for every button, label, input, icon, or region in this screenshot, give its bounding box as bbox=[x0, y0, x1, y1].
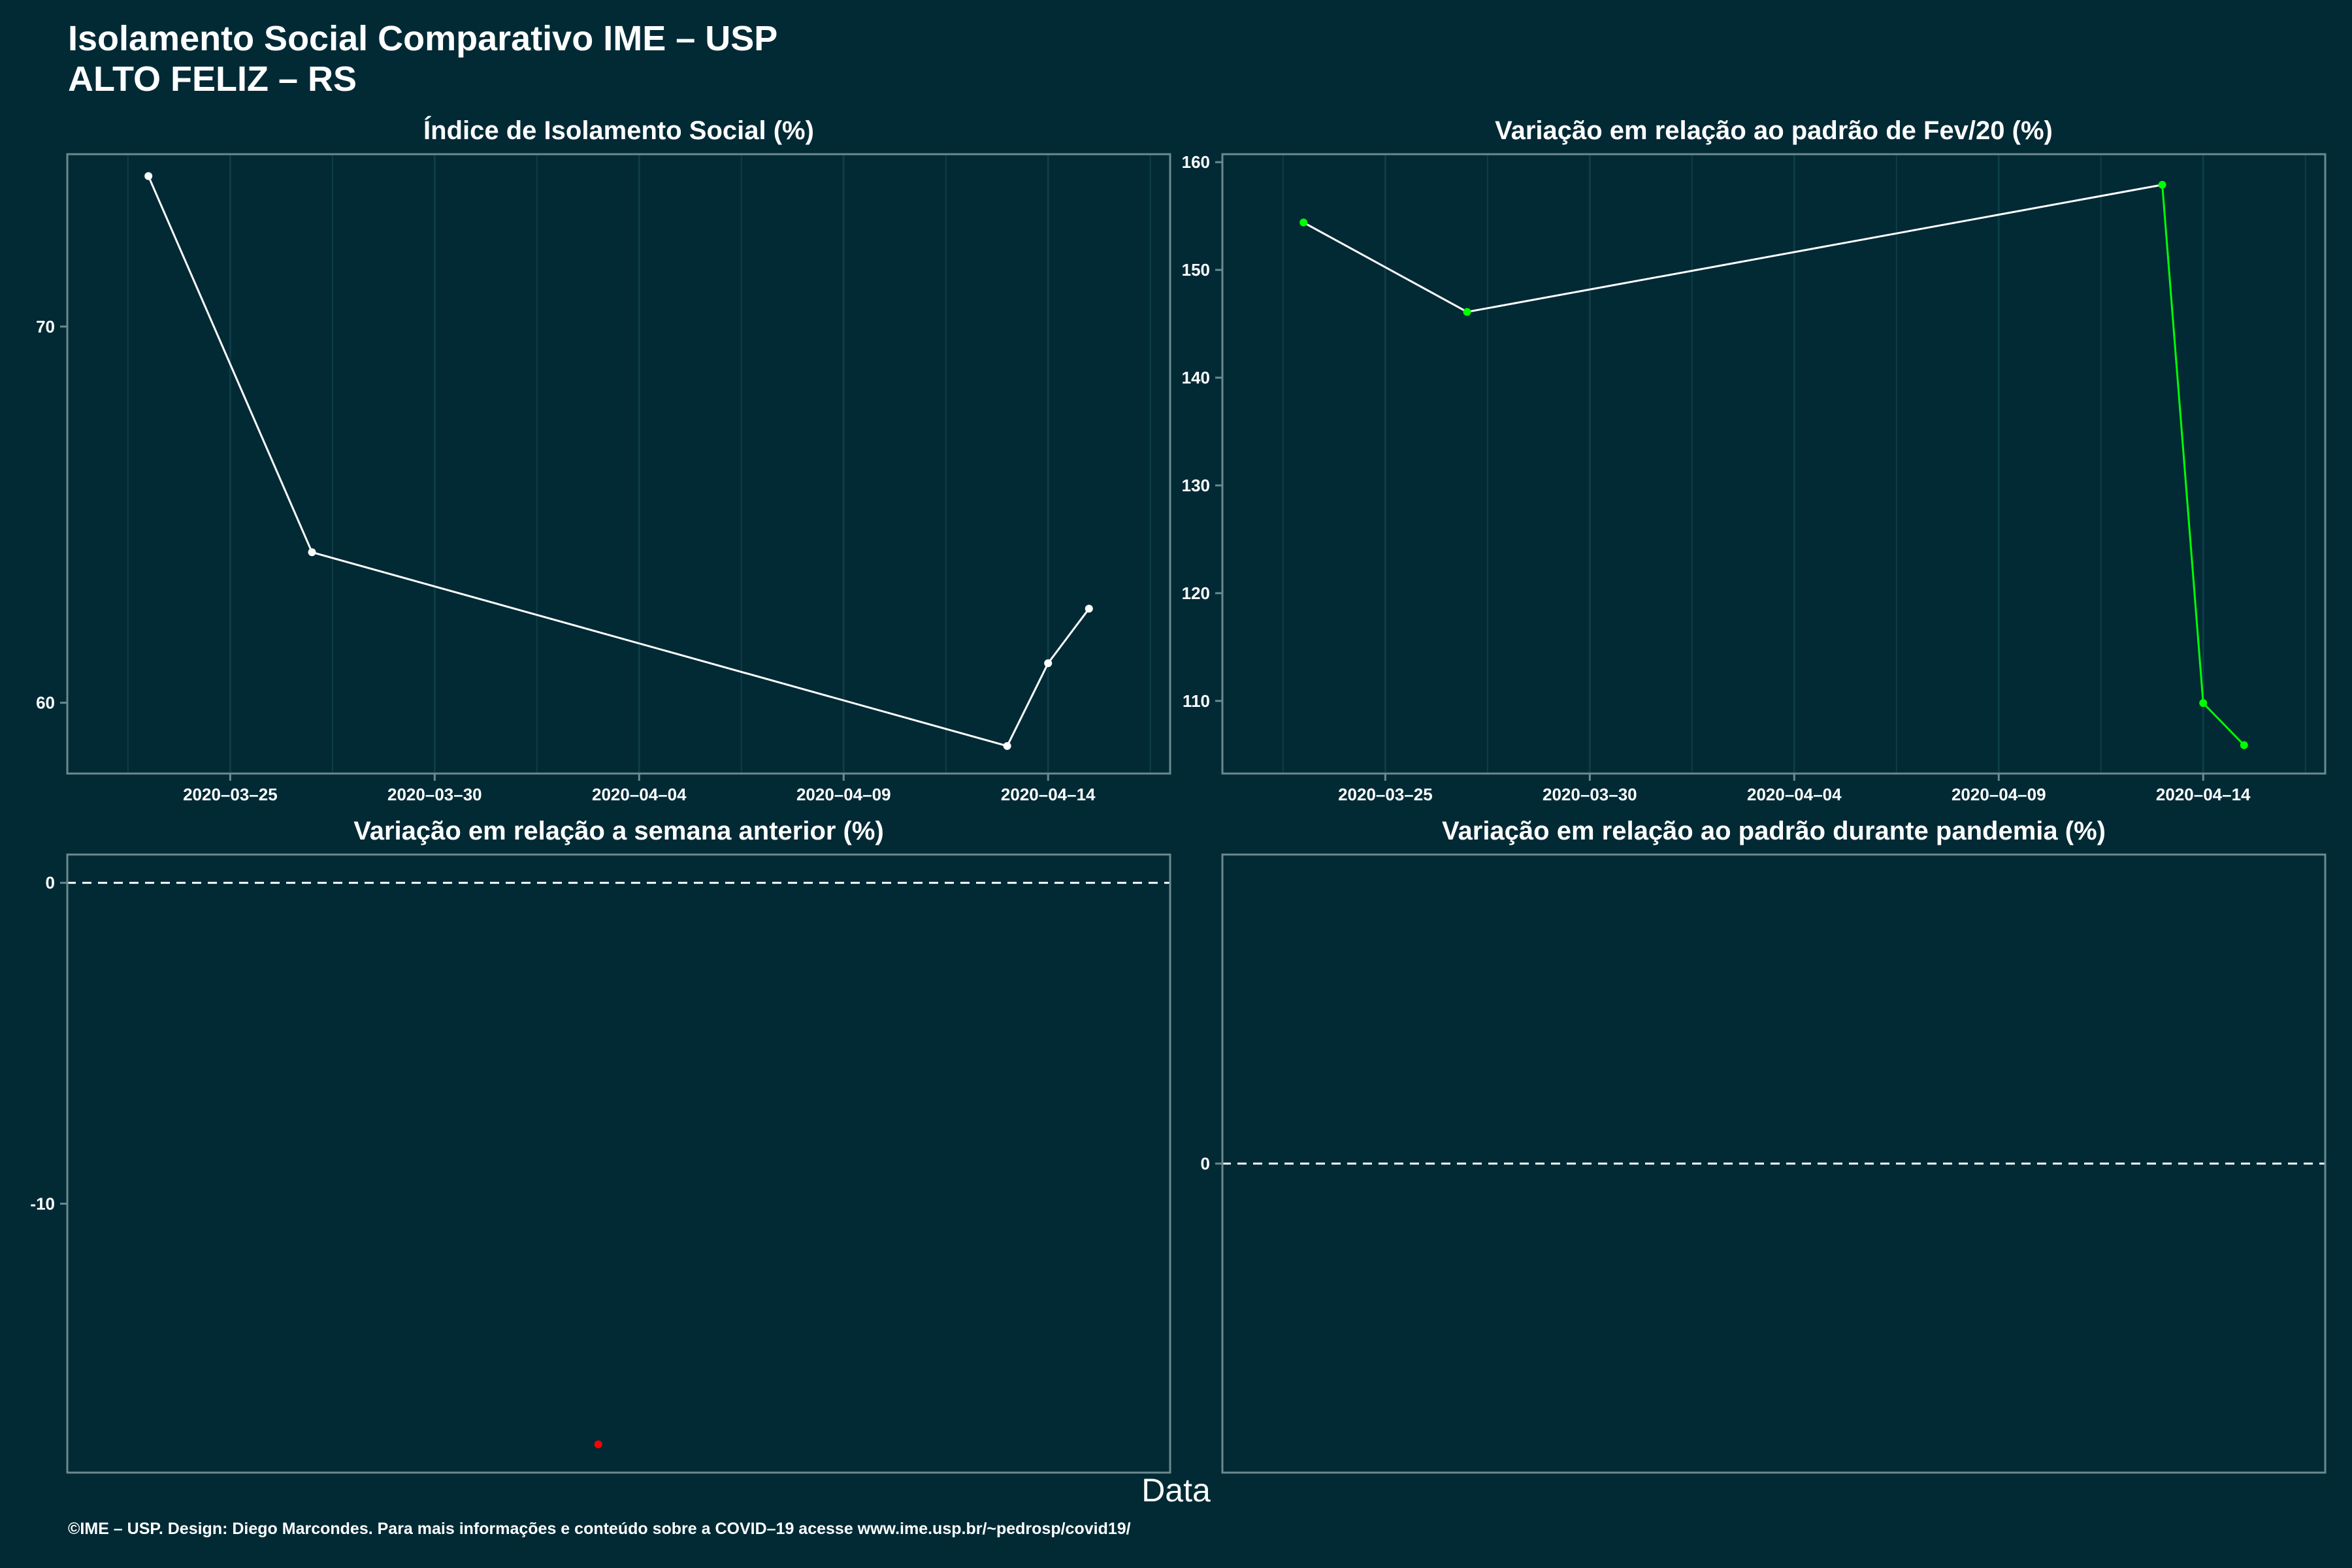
x-tick-label: 2020–03–30 bbox=[387, 785, 482, 804]
panel-title-variation-previous-week: Variação em relação a semana anterior (%… bbox=[353, 817, 884, 845]
y-tick-label: 120 bbox=[1182, 583, 1210, 603]
y-tick-label: 150 bbox=[1182, 260, 1210, 280]
series-line-segment bbox=[2202, 702, 2245, 746]
x-axis-title: Data bbox=[1141, 1472, 1211, 1509]
panel-variation-previous-week: -10 0 bbox=[30, 853, 1171, 1474]
y-tick-label: 0 bbox=[1201, 1154, 1210, 1173]
data-point bbox=[1299, 218, 1308, 227]
panel-border bbox=[1221, 853, 2327, 1474]
y-tick-label: 110 bbox=[1183, 691, 1210, 711]
data-point bbox=[144, 172, 153, 180]
series-line-segment bbox=[312, 551, 1008, 747]
series-line-segment bbox=[1047, 608, 1090, 664]
series-line-segment bbox=[147, 175, 313, 553]
x-tick-label: 2020–04–14 bbox=[2156, 785, 2251, 804]
x-tick-label: 2020–04–09 bbox=[1952, 785, 2046, 804]
panel-border bbox=[66, 853, 1171, 1474]
x-tick-label: 2020–04–14 bbox=[1001, 785, 1096, 804]
panel-title-variation-pandemic: Variação em relação ao padrão durante pa… bbox=[1442, 817, 2106, 845]
y-tick-label: 140 bbox=[1182, 368, 1210, 387]
footer-caption: ©IME – USP. Design: Diego Marcondes. Par… bbox=[68, 1520, 1131, 1538]
series-line-segment bbox=[2161, 184, 2204, 704]
data-point bbox=[1044, 659, 1053, 668]
x-tick-label: 2020–03–25 bbox=[1338, 785, 1433, 804]
data-point bbox=[594, 1440, 602, 1448]
chart-main-title: Isolamento Social Comparativo IME – USP … bbox=[68, 19, 778, 99]
panel-title-isolation-index: Índice de Isolamento Social (%) bbox=[423, 116, 814, 145]
data-point bbox=[2158, 180, 2166, 189]
data-point bbox=[2199, 699, 2208, 708]
panel-variation-pandemic: 0 bbox=[1201, 853, 2327, 1474]
y-tick-label: 70 bbox=[36, 317, 55, 336]
panel-variation-feb: 110 120 130 140 150 160 2020–03–25 2020–03–30 20… bbox=[1182, 152, 2327, 804]
panel-title-variation-feb: Variação em relação ao padrão de Fev/20 … bbox=[1495, 116, 2053, 145]
series-line-segment bbox=[1006, 662, 1049, 747]
y-tick-label: 0 bbox=[46, 873, 55, 892]
x-tick-label: 2020–04–04 bbox=[592, 785, 687, 804]
x-tick-label: 2020–04–04 bbox=[1747, 785, 1842, 804]
data-point bbox=[2240, 741, 2248, 749]
y-tick-label: 60 bbox=[36, 693, 55, 713]
x-tick-label: 2020–04–09 bbox=[796, 785, 891, 804]
x-tick-label: 2020–03–30 bbox=[1543, 785, 1637, 804]
x-tick-label: 2020–03–25 bbox=[183, 785, 278, 804]
series-line-segment bbox=[1467, 184, 2163, 313]
data-point bbox=[1463, 308, 1471, 316]
panel-border bbox=[1221, 153, 2327, 775]
data-point bbox=[308, 548, 316, 557]
data-point bbox=[1003, 742, 1011, 750]
panel-border bbox=[66, 153, 1171, 775]
y-tick-label: -10 bbox=[30, 1194, 55, 1213]
series-line-segment bbox=[1303, 221, 1468, 313]
y-tick-label: 160 bbox=[1182, 152, 1210, 172]
panel-isolation-index: 60 70 2020–03–25 2020–03–30 2020–04–04 2020–0… bbox=[36, 153, 1171, 804]
y-tick-label: 130 bbox=[1182, 476, 1210, 495]
data-point bbox=[1085, 604, 1093, 613]
